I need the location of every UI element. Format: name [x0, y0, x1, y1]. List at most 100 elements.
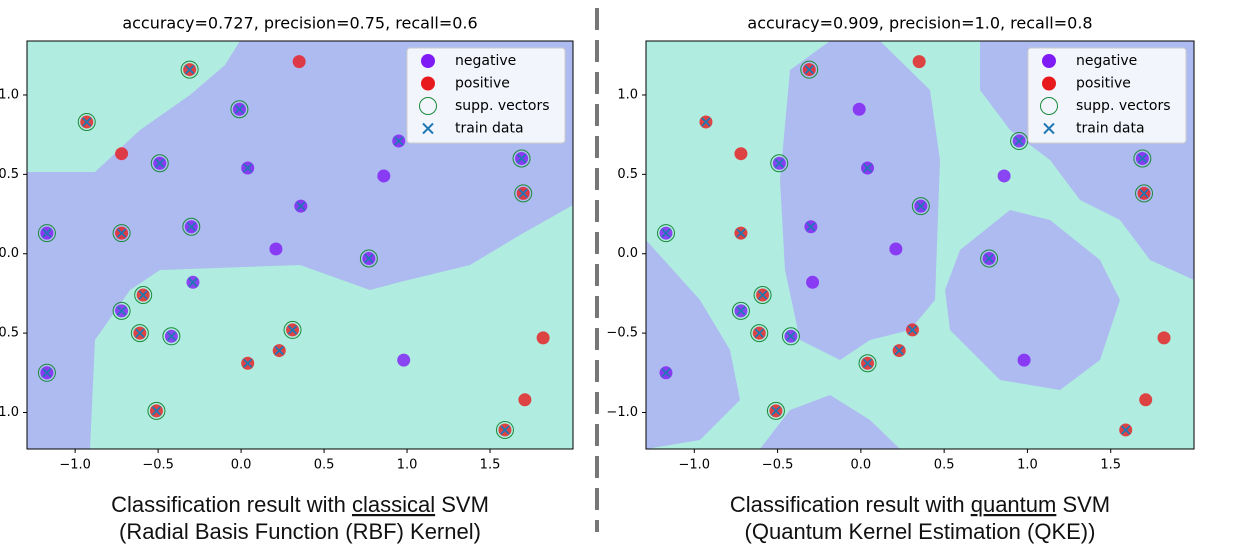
train-marker [82, 117, 92, 127]
train-marker [984, 253, 994, 264]
legend-label: train data [1076, 121, 1145, 137]
axes-frame [645, 40, 1195, 450]
support-vector [180, 60, 199, 79]
y-tick-label: 1.0 [617, 87, 638, 102]
support-vector [770, 154, 789, 173]
x-tick-label: −0.5 [762, 458, 794, 473]
train-marker [701, 117, 711, 127]
plot-area [37, 55, 550, 439]
x-tick-label: 0.0 [231, 458, 252, 473]
caption-line2: (Radial Basis Function (RBF) Kernel) [119, 519, 481, 544]
data-point [852, 102, 866, 116]
data-point [997, 169, 1011, 183]
data-point [292, 55, 306, 69]
caption-emphasis: classical [352, 492, 435, 517]
train-marker [661, 228, 671, 238]
train-marker [754, 328, 764, 338]
train-marker [804, 64, 814, 75]
y-tick-label: −0.5 [0, 326, 19, 341]
train-marker [661, 368, 671, 378]
train-marker [1137, 153, 1147, 164]
x-tick-label: 1.5 [1100, 458, 1121, 473]
x-tick-label: 1.0 [1017, 458, 1038, 473]
train-marker [516, 153, 527, 164]
data-point [806, 275, 820, 289]
x-tick-label: −1.0 [679, 458, 711, 473]
train-marker [135, 328, 145, 338]
region-negative [646, 240, 740, 449]
train-marker [155, 158, 165, 168]
x-tick-label: −1.0 [59, 458, 91, 473]
train-marker [274, 345, 284, 356]
data-point [912, 55, 926, 69]
data-point [115, 147, 129, 161]
support-vector [800, 60, 819, 79]
train-marker [42, 228, 52, 238]
data-point [1157, 331, 1171, 345]
support-vector [911, 197, 930, 216]
train-marker [1139, 188, 1149, 199]
legend-label: negative [455, 53, 516, 69]
x-tick-label: 0.5 [314, 458, 335, 473]
support-vector [656, 224, 675, 243]
train-marker [916, 201, 926, 211]
train-marker [234, 104, 245, 114]
data-point [269, 242, 283, 256]
legend-label: positive [455, 76, 510, 92]
support-vector [858, 354, 877, 373]
train-marker [771, 406, 781, 416]
caption-text: SVM [435, 492, 489, 517]
support-vector [37, 363, 56, 382]
caption: Classification result with quantum SVM [730, 492, 1110, 517]
train-marker [394, 136, 404, 146]
data-point [536, 331, 550, 345]
train-marker [862, 163, 873, 173]
train-marker [296, 201, 306, 211]
train-marker [185, 64, 195, 75]
data-point [889, 242, 903, 256]
support-vector [37, 224, 56, 243]
support-vector [1133, 149, 1152, 168]
legend-label: negative [1076, 53, 1137, 69]
train-marker [862, 358, 873, 368]
train-marker [500, 425, 510, 435]
train-marker [42, 368, 52, 378]
train-marker [894, 345, 904, 356]
train-marker [1121, 425, 1131, 435]
support-vector [112, 224, 131, 243]
x-tick-label: 0.5 [934, 458, 955, 473]
caption-line2: (Quantum Kernel Estimation (QKE)) [745, 519, 1096, 544]
train-marker [138, 290, 148, 300]
axes-frame [26, 40, 574, 450]
caption-text: Classification result with [730, 492, 971, 517]
support-vector [77, 112, 96, 131]
legend-symbol [1040, 97, 1058, 115]
y-tick-label: 0.0 [617, 246, 638, 261]
chart-title: accuracy=0.909, precision=1.0, recall=0.… [747, 14, 1092, 33]
train-marker [757, 290, 768, 300]
support-vector [283, 320, 302, 339]
legend-label: train data [455, 121, 524, 137]
train-marker [736, 306, 746, 316]
legend-symbol [1042, 54, 1056, 68]
data-point [1017, 353, 1031, 367]
plot-area [656, 55, 1171, 437]
data-point [734, 147, 748, 161]
train-marker [287, 325, 298, 335]
train-marker [116, 306, 127, 316]
legend-symbol [421, 76, 435, 91]
support-vector [182, 217, 201, 236]
support-vector [514, 184, 533, 203]
support-vector [753, 286, 772, 305]
x-tick-label: 0.0 [851, 458, 872, 473]
data-point [377, 169, 391, 183]
support-vector [731, 301, 750, 320]
train-marker [1014, 136, 1024, 146]
support-vector [495, 420, 514, 439]
train-marker [774, 158, 784, 168]
legend-symbol [422, 122, 434, 135]
data-point [397, 353, 411, 367]
legend-box [406, 47, 566, 144]
y-tick-label: −1.0 [606, 405, 638, 420]
